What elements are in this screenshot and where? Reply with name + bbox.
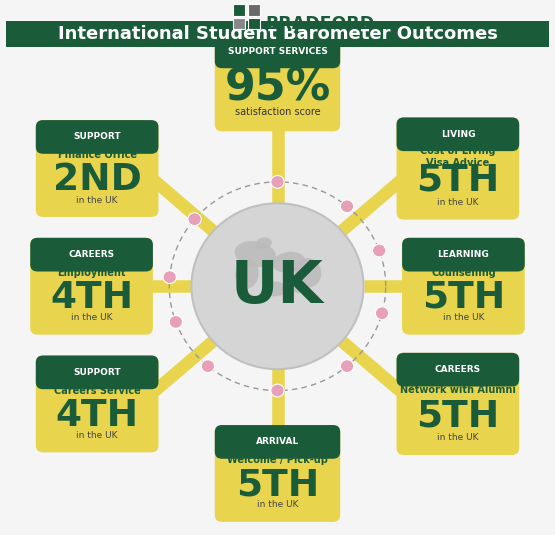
Text: in the UK: in the UK	[77, 431, 118, 440]
FancyBboxPatch shape	[44, 136, 150, 147]
Text: SUPPORT SERVICES: SUPPORT SERVICES	[228, 47, 327, 56]
FancyBboxPatch shape	[6, 21, 549, 47]
Text: BRADFORD: BRADFORD	[265, 14, 375, 33]
FancyBboxPatch shape	[36, 120, 159, 217]
FancyBboxPatch shape	[396, 353, 519, 386]
Text: CAREERS: CAREERS	[68, 250, 115, 259]
Text: International Student Barometer Outcomes: International Student Barometer Outcomes	[58, 25, 497, 43]
Ellipse shape	[295, 258, 321, 287]
Text: Employment: Employment	[57, 268, 126, 278]
FancyBboxPatch shape	[223, 441, 332, 452]
Text: Finance Office: Finance Office	[58, 150, 137, 160]
Text: Network with Alumni: Network with Alumni	[400, 385, 516, 395]
Text: in the UK: in the UK	[443, 313, 484, 322]
Ellipse shape	[272, 252, 305, 272]
Text: in the UK: in the UK	[257, 500, 298, 509]
Text: 4TH: 4TH	[56, 398, 139, 433]
Circle shape	[271, 384, 284, 397]
FancyBboxPatch shape	[396, 353, 519, 455]
FancyBboxPatch shape	[215, 34, 340, 132]
Ellipse shape	[255, 238, 272, 249]
Text: SUPPORT: SUPPORT	[73, 368, 121, 377]
Text: 5TH: 5TH	[416, 163, 500, 199]
FancyBboxPatch shape	[410, 254, 516, 264]
FancyBboxPatch shape	[39, 254, 144, 264]
FancyBboxPatch shape	[396, 118, 519, 219]
FancyBboxPatch shape	[402, 238, 524, 335]
Ellipse shape	[235, 241, 276, 268]
FancyBboxPatch shape	[215, 425, 340, 459]
Text: SUPPORT: SUPPORT	[73, 133, 121, 141]
Text: 5TH: 5TH	[416, 398, 500, 434]
Text: Counselling: Counselling	[431, 268, 496, 278]
Circle shape	[188, 213, 201, 226]
Circle shape	[201, 360, 215, 372]
Text: in the UK: in the UK	[71, 313, 112, 322]
Circle shape	[163, 271, 176, 284]
Text: Careers Service: Careers Service	[54, 386, 140, 396]
Circle shape	[169, 316, 183, 328]
Text: 95%: 95%	[224, 66, 331, 109]
FancyBboxPatch shape	[31, 238, 153, 335]
Text: in the UK: in the UK	[77, 195, 118, 204]
Text: 4TH: 4TH	[50, 280, 133, 316]
FancyBboxPatch shape	[402, 238, 524, 272]
FancyBboxPatch shape	[36, 120, 159, 154]
Text: ARRIVAL: ARRIVAL	[256, 438, 299, 446]
FancyBboxPatch shape	[405, 369, 511, 380]
Text: Cost of Living
Visa Advice: Cost of Living Visa Advice	[420, 146, 496, 168]
FancyBboxPatch shape	[36, 356, 159, 453]
Circle shape	[340, 360, 354, 372]
Text: in the UK: in the UK	[437, 197, 478, 207]
FancyBboxPatch shape	[36, 355, 159, 389]
Circle shape	[372, 244, 386, 257]
Circle shape	[191, 203, 364, 369]
Circle shape	[340, 200, 354, 213]
Text: in the UK: in the UK	[437, 433, 478, 442]
Text: LIVING: LIVING	[441, 130, 475, 139]
Circle shape	[271, 175, 284, 188]
FancyBboxPatch shape	[405, 133, 511, 144]
Text: 5TH: 5TH	[236, 467, 319, 503]
FancyBboxPatch shape	[223, 50, 332, 62]
FancyBboxPatch shape	[215, 425, 340, 522]
Ellipse shape	[263, 281, 286, 296]
FancyBboxPatch shape	[248, 4, 260, 16]
FancyBboxPatch shape	[396, 118, 519, 151]
Text: LEARNING: LEARNING	[437, 250, 490, 259]
Ellipse shape	[292, 276, 306, 293]
Text: CAREERS: CAREERS	[435, 365, 481, 374]
Text: 2ND: 2ND	[53, 162, 142, 198]
Circle shape	[375, 307, 388, 319]
FancyBboxPatch shape	[233, 4, 245, 16]
FancyBboxPatch shape	[31, 238, 153, 272]
FancyBboxPatch shape	[233, 18, 245, 29]
Text: satisfaction score: satisfaction score	[235, 107, 320, 117]
FancyBboxPatch shape	[44, 371, 150, 382]
FancyBboxPatch shape	[215, 34, 340, 68]
Text: Welcome / Pick-up: Welcome / Pick-up	[227, 455, 328, 465]
Text: UK: UK	[231, 258, 324, 315]
Ellipse shape	[235, 259, 259, 288]
FancyBboxPatch shape	[248, 18, 260, 29]
Text: 5TH: 5TH	[422, 280, 505, 316]
